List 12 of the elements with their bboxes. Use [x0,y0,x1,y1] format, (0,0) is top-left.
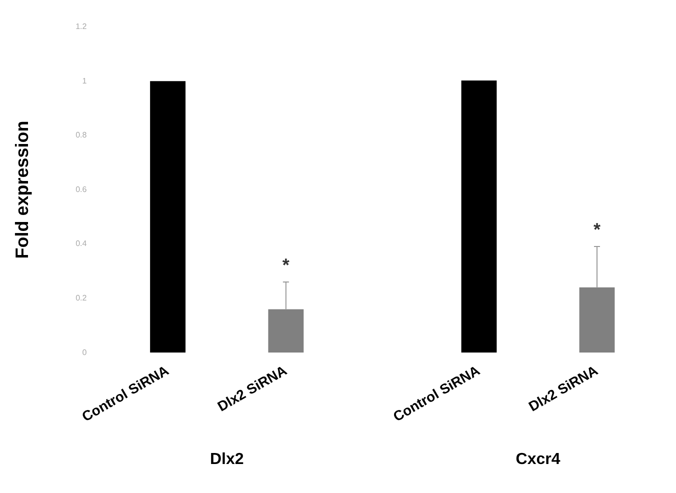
y-tick-label: 1 [82,76,88,86]
annotation: * [593,219,601,240]
y-tick-label: 0.4 [76,239,88,248]
y-axis-title: Fold expression [12,120,32,259]
y-tick-label: 0.2 [76,294,88,303]
y-tick-label: 0 [82,348,88,357]
y-tick-label: 0.6 [76,184,88,194]
y-tick-label: 1.2 [76,22,88,32]
x-axis-title: Dlx2 [210,450,244,468]
x-axis-title: Cxcr4 [516,450,560,468]
annotation: * [282,255,290,276]
y-tick-label: 0.8 [76,130,88,140]
